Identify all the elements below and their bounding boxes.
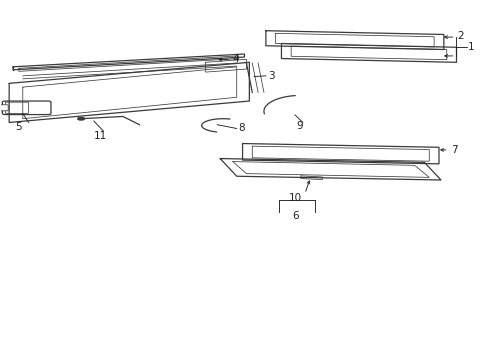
Text: 5: 5	[16, 122, 22, 132]
Circle shape	[78, 117, 84, 120]
FancyBboxPatch shape	[5, 102, 29, 113]
Text: 9: 9	[296, 121, 303, 131]
Text: 11: 11	[94, 131, 107, 141]
FancyBboxPatch shape	[0, 105, 8, 111]
Text: 2: 2	[457, 31, 463, 41]
Text: 8: 8	[238, 123, 245, 134]
Text: 7: 7	[450, 145, 456, 154]
FancyBboxPatch shape	[2, 101, 51, 114]
Text: 6: 6	[291, 211, 298, 221]
Text: 1: 1	[467, 41, 474, 51]
Text: 4: 4	[232, 54, 239, 64]
Text: 10: 10	[288, 193, 301, 203]
Text: 3: 3	[267, 71, 274, 81]
